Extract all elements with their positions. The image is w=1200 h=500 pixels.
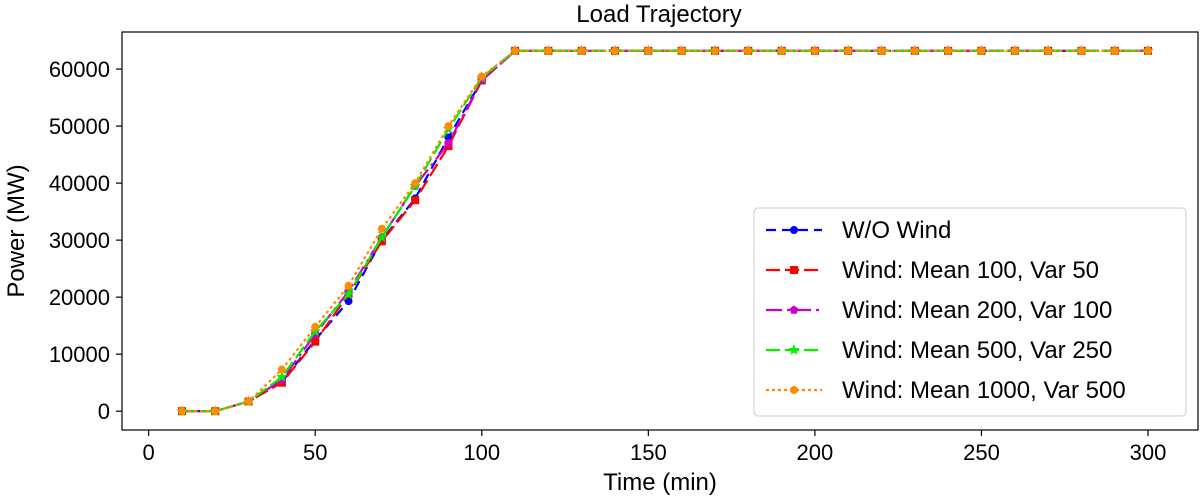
chart-title: Load Trajectory xyxy=(576,1,741,28)
data-point xyxy=(877,46,886,55)
data-point xyxy=(944,46,953,55)
y-tick-label: 50000 xyxy=(49,114,110,139)
y-tick-label: 40000 xyxy=(49,171,110,196)
data-point xyxy=(477,72,486,81)
y-tick-label: 30000 xyxy=(49,228,110,253)
y-axis-title: Power (MW) xyxy=(3,164,30,297)
legend-item: Wind: Mean 1000, Var 500 xyxy=(766,377,1126,404)
legend-marker xyxy=(789,305,799,314)
y-tick-label: 20000 xyxy=(49,285,110,310)
legend-label: Wind: Mean 500, Var 250 xyxy=(842,337,1112,364)
series-5 xyxy=(177,46,1153,416)
data-point xyxy=(1044,46,1053,55)
legend: W/O Wind Wind: Mean 100, Var 50 Wind: Mean… xyxy=(753,207,1187,417)
x-axis-title: Time (min) xyxy=(603,469,717,496)
legend-label: W/O Wind xyxy=(842,217,951,244)
series-line xyxy=(181,49,1149,413)
data-point xyxy=(844,46,853,55)
x-tick-label: 250 xyxy=(963,440,1000,465)
legend-item: Wind: Mean 500, Var 250 xyxy=(766,337,1112,364)
data-point xyxy=(744,46,753,55)
data-point xyxy=(311,322,320,331)
y-tick-label: 0 xyxy=(98,399,110,424)
data-point xyxy=(244,397,253,406)
legend-label: Wind: Mean 1000, Var 500 xyxy=(842,377,1126,404)
data-point xyxy=(344,281,353,290)
series-line xyxy=(181,49,1149,413)
data-point xyxy=(710,46,719,55)
legend-marker xyxy=(790,386,798,394)
series-layer xyxy=(176,44,1154,416)
x-tick-label: 200 xyxy=(797,440,834,465)
data-point xyxy=(677,46,686,55)
legend-marker xyxy=(788,344,800,355)
legend-label: Wind: Mean 200, Var 100 xyxy=(842,297,1112,324)
data-point xyxy=(411,196,420,205)
x-axis: 0 50 100 150 200 250 300 xyxy=(143,430,1167,465)
legend-marker xyxy=(790,266,798,274)
plot-area xyxy=(121,31,1199,431)
data-point xyxy=(977,46,986,55)
data-point xyxy=(577,46,586,55)
legend-label: Wind: Mean 100, Var 50 xyxy=(842,257,1099,284)
data-point xyxy=(276,371,288,382)
data-point xyxy=(910,46,919,55)
data-point xyxy=(211,407,220,416)
data-point xyxy=(1010,46,1019,55)
data-point xyxy=(177,407,186,416)
data-point xyxy=(311,337,320,346)
data-point xyxy=(611,46,620,55)
x-tick-label: 300 xyxy=(1130,440,1167,465)
y-tick-label: 60000 xyxy=(49,57,110,82)
data-point xyxy=(644,46,653,55)
x-tick-label: 0 xyxy=(143,440,155,465)
x-tick-label: 50 xyxy=(303,440,327,465)
y-axis: 0 10000 20000 30000 40000 50000 60000 xyxy=(49,57,122,424)
data-point xyxy=(1110,46,1119,55)
legend-item: Wind: Mean 100, Var 50 xyxy=(766,257,1099,284)
data-point xyxy=(810,46,819,55)
data-point xyxy=(377,224,386,233)
legend-item: W/O Wind xyxy=(766,217,951,244)
data-point xyxy=(777,46,786,55)
data-point xyxy=(1144,46,1153,55)
data-point xyxy=(544,46,553,55)
data-point xyxy=(342,288,355,300)
x-tick-label: 150 xyxy=(630,440,667,465)
legend-marker xyxy=(790,226,798,234)
data-point xyxy=(411,179,420,188)
data-point xyxy=(1077,46,1086,55)
data-point xyxy=(277,365,286,374)
legend-box xyxy=(753,207,1187,417)
x-tick-label: 100 xyxy=(463,440,500,465)
data-point xyxy=(376,231,388,242)
data-point xyxy=(444,122,453,131)
data-point xyxy=(511,46,520,55)
legend-item: Wind: Mean 200, Var 100 xyxy=(766,297,1112,324)
data-point xyxy=(444,138,453,147)
y-tick-label: 10000 xyxy=(49,342,110,367)
